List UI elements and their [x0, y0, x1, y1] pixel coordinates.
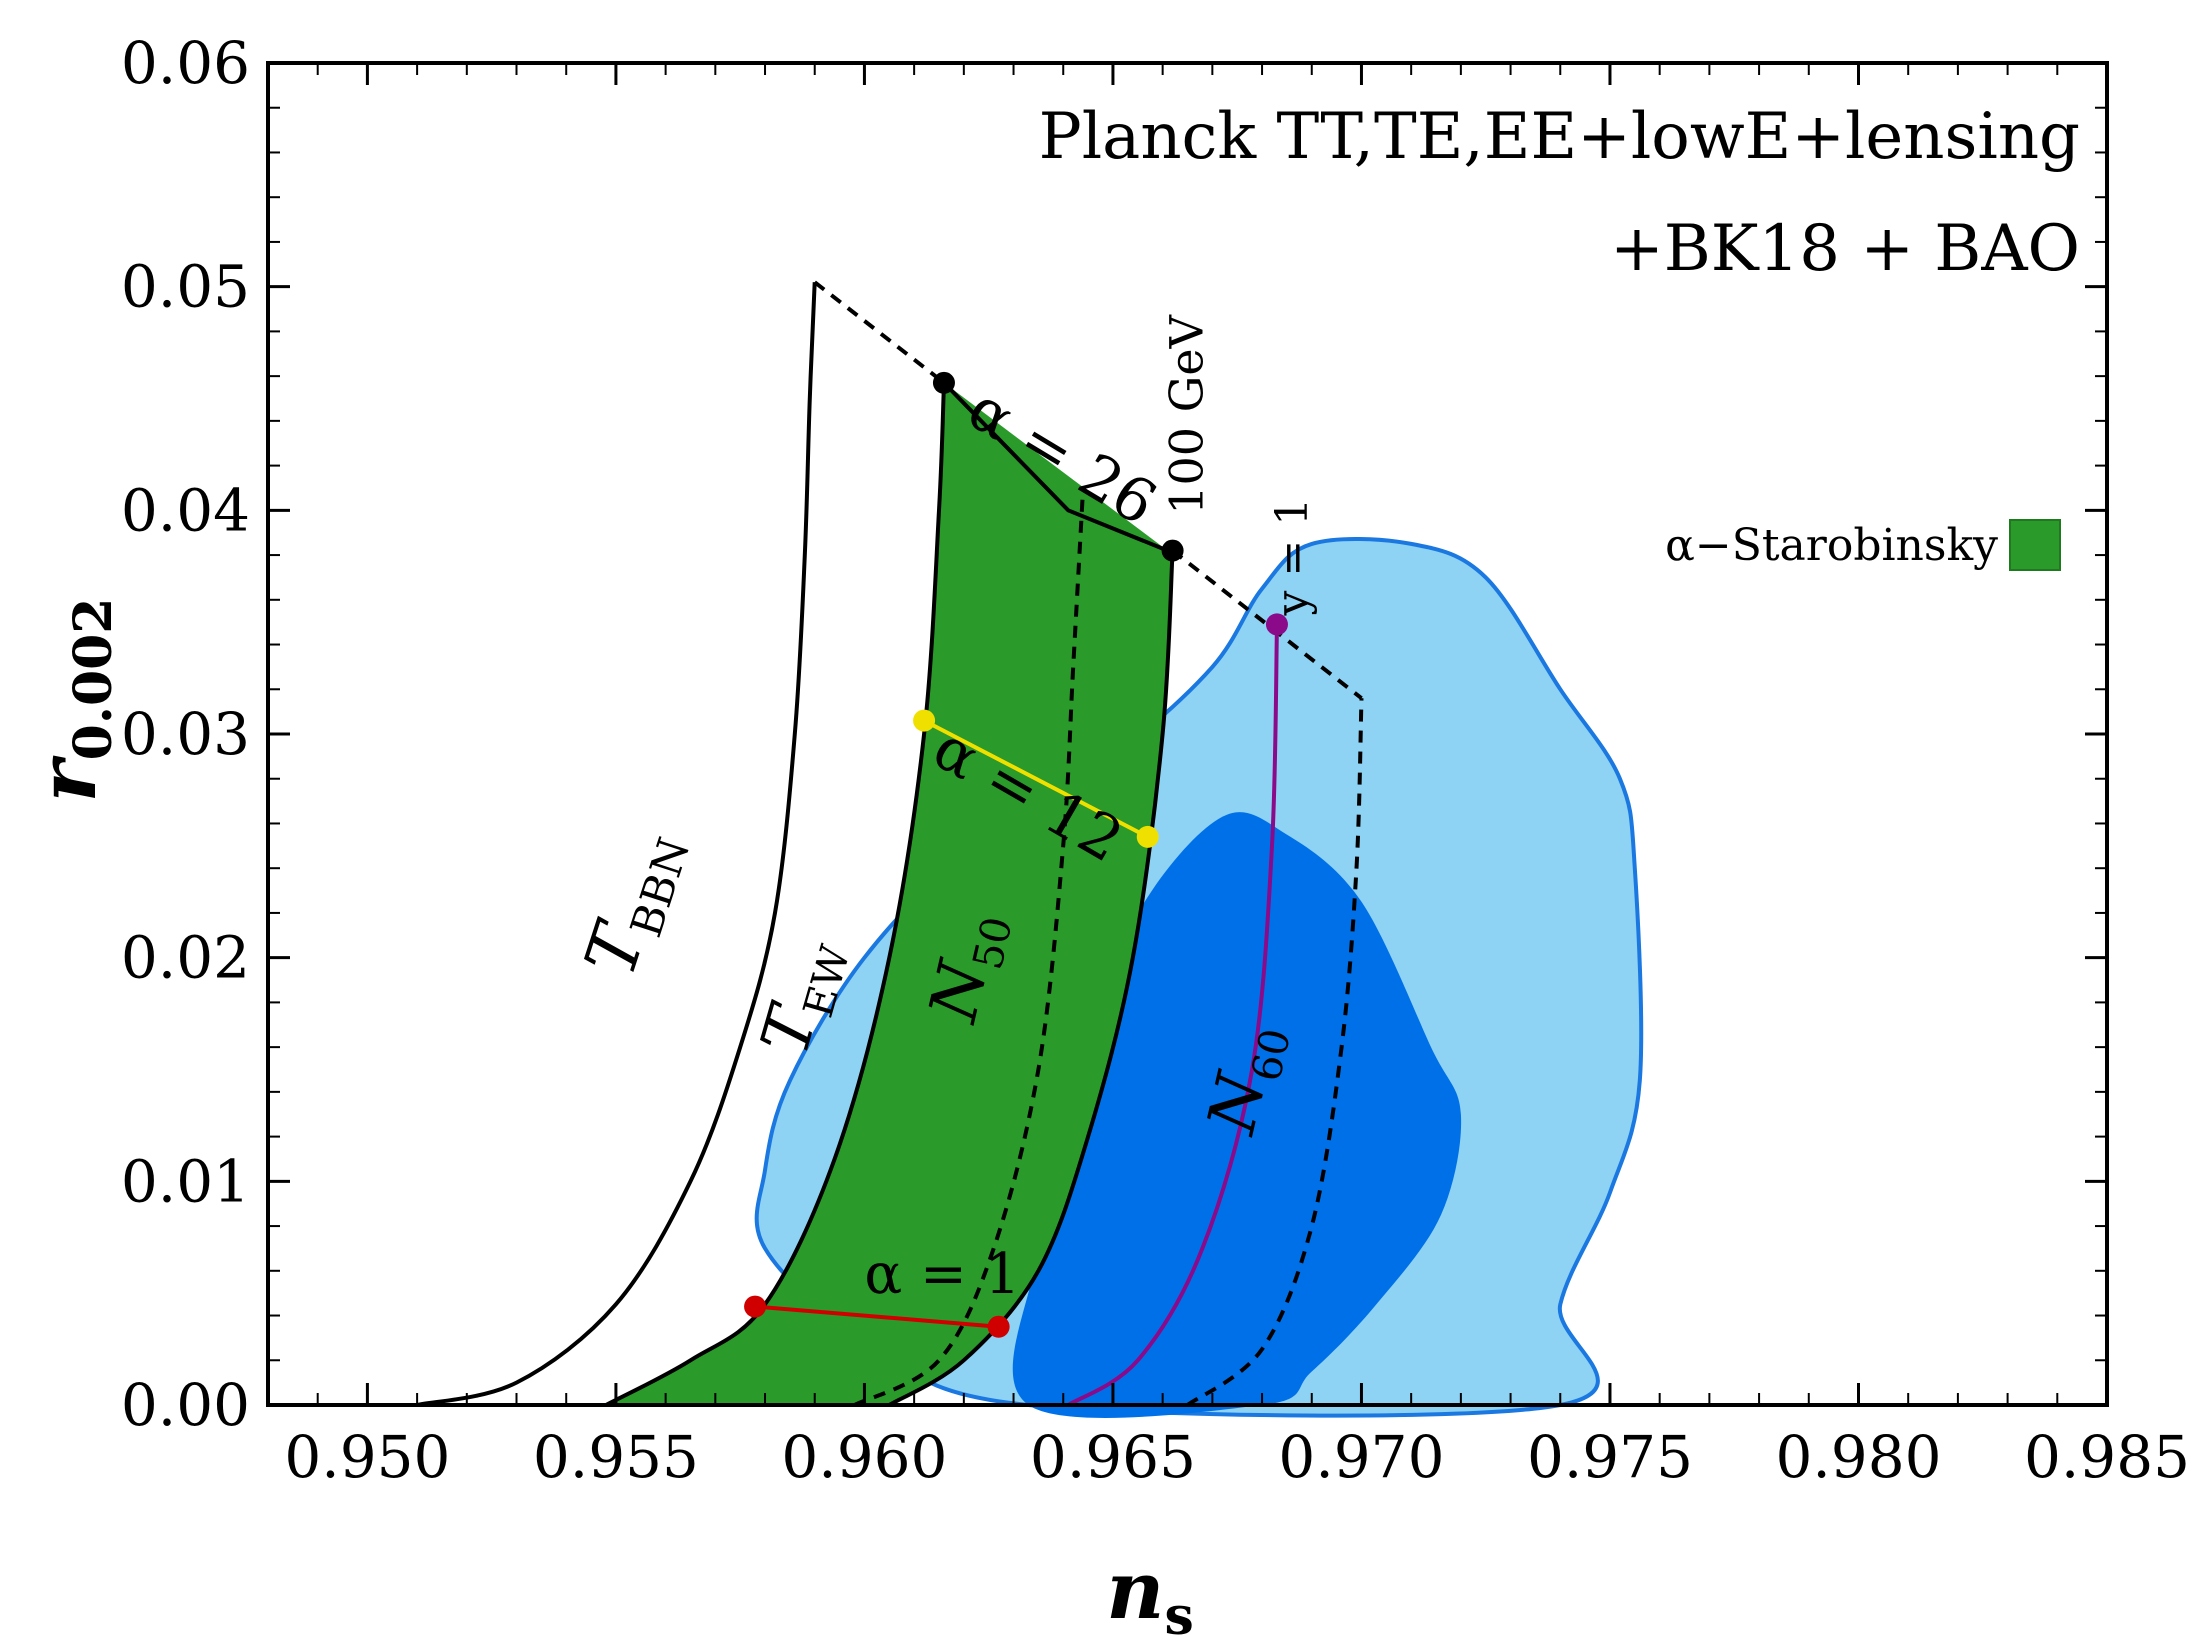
x-tick-label-1: 0.955	[533, 1423, 699, 1491]
alpha-1-line	[754, 1304, 999, 1329]
x-axis-subscript: s	[1164, 1586, 1193, 1647]
alpha-12-line	[923, 718, 1149, 839]
t-ew-curve	[605, 382, 946, 1407]
dashed-right-edge	[1171, 549, 1363, 700]
y-axis-title: r0.002	[20, 598, 124, 803]
annotation-n60: N60	[1192, 1016, 1300, 1144]
alpha-12-point-0	[913, 709, 936, 732]
y-1-point-0	[1265, 613, 1288, 636]
starobinsky-region	[606, 382, 1173, 1405]
legend: α−Starobinsky	[1665, 519, 2061, 571]
alpha-26-point-0	[932, 371, 955, 394]
x-tick-label-2: 0.960	[781, 1423, 947, 1491]
legend-label: α−Starobinsky	[1665, 520, 1998, 571]
y-axis-symbol: r	[20, 756, 114, 803]
alpha-12-point-1	[1136, 825, 1159, 848]
y-tick-label-6: 0.06	[121, 29, 250, 97]
x-tick-label-7: 0.985	[2024, 1423, 2190, 1491]
annotation-y1: y = 1	[1267, 498, 1318, 617]
x-tick-label-5: 0.975	[1527, 1423, 1693, 1491]
dashed-top-edge	[813, 280, 946, 385]
region-right-boundary	[888, 550, 1175, 1407]
y-tick-label-5: 0.05	[121, 253, 250, 321]
x-tick-label-4: 0.970	[1278, 1423, 1444, 1491]
starobinsky-region-layer	[606, 382, 1173, 1405]
legend-swatch	[2009, 519, 2061, 571]
annotation-n50: N50	[914, 904, 1022, 1032]
n60-curve	[1186, 698, 1364, 1407]
alpha-1-point-0	[744, 1295, 767, 1318]
y-axis-subscript: 0.002	[63, 598, 124, 761]
alpha-26-point-1	[1161, 539, 1184, 562]
x-axis-symbol: n	[1106, 1543, 1164, 1637]
y-tick-label-2: 0.02	[121, 924, 250, 992]
y-tick-label-0: 0.00	[121, 1371, 250, 1439]
x-axis-title: ns	[1106, 1543, 1193, 1647]
y-tick-label-4: 0.04	[121, 476, 250, 544]
x-tick-label-6: 0.980	[1775, 1423, 1941, 1491]
points-layer	[744, 371, 1288, 1338]
x-tick-label-0: 0.950	[284, 1423, 450, 1491]
annotation-n60-subscript: 60	[1242, 1024, 1301, 1086]
t-bbn-curve	[416, 282, 817, 1407]
x-tick-label-3: 0.965	[1030, 1423, 1196, 1491]
chart-title-line-2: +BK18 + BAO	[1610, 212, 2080, 286]
annotation-a1: α = 1	[864, 1242, 1020, 1307]
annotation-n50-subscript: 50	[963, 912, 1022, 974]
annotation-tbbn: TBBN	[569, 820, 700, 988]
region-top-boundary	[942, 381, 1169, 553]
curves-layer	[416, 280, 1364, 1407]
n50-curve	[853, 487, 1086, 1407]
chart-title-line-1: Planck TT,TE,EE+lowE+lensing	[1039, 100, 2080, 174]
annotation-tbbn-subscript: BBN	[621, 832, 700, 943]
y-tick-label-1: 0.01	[121, 1147, 250, 1215]
alpha-1-point-1	[987, 1315, 1010, 1338]
y-1-curve	[1067, 624, 1279, 1407]
annotation-gev: 100 GeV	[1159, 314, 1213, 514]
ticks-layer: 0.950 0.955 0.960 0.965 0.970 0.975 0.980 0.985…	[121, 29, 2190, 1491]
y-tick-label-3: 0.03	[121, 700, 250, 768]
